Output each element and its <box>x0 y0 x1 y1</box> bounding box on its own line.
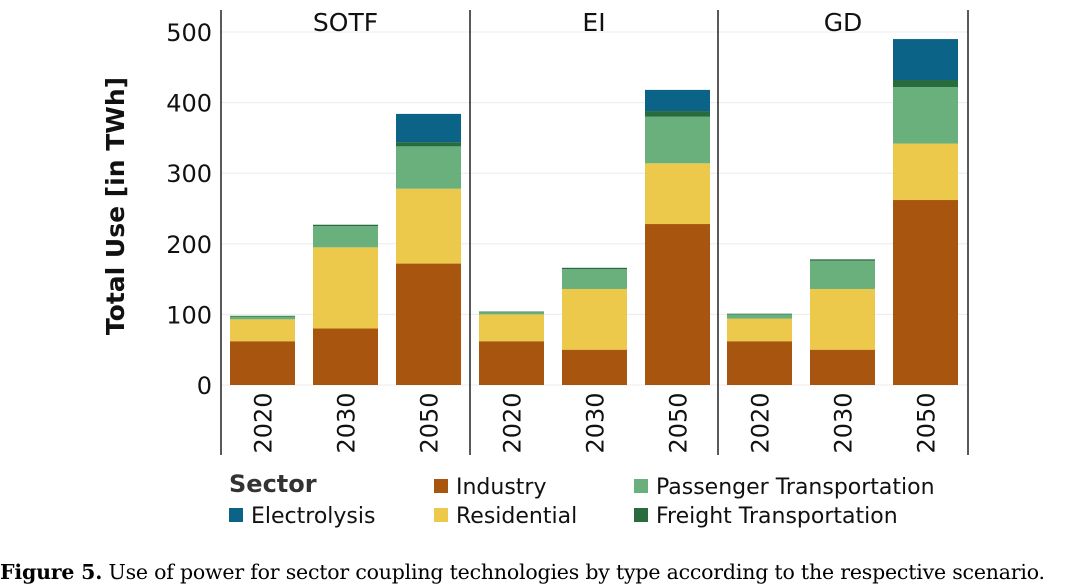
bar-ei-2020-residential <box>479 314 544 342</box>
x-tick-label: 2030 <box>582 392 610 453</box>
x-tick-label: 2020 <box>499 392 527 453</box>
bar-sotf-2030-residential <box>313 247 378 329</box>
bar-gd-2050-freight-transportation <box>893 80 958 88</box>
bar-sotf-2020-industry <box>230 341 295 385</box>
bar-ei-2050-industry <box>645 224 710 385</box>
y-tick-label: 500 <box>166 19 212 47</box>
x-tick-label: 2050 <box>665 392 693 453</box>
x-tick-label: 2020 <box>250 392 278 453</box>
bar-sotf-2050-electrolysis <box>396 113 461 143</box>
bar-gd-2020-freight-transportation <box>727 313 792 315</box>
bar-gd-2050-electrolysis <box>893 39 958 81</box>
bar-ei-2050-freight-transportation <box>645 111 710 117</box>
bar-sotf-2030-industry <box>313 328 378 385</box>
bar-ei-2020-freight-transportation <box>479 311 544 313</box>
bar-gd-2030-freight-transportation <box>810 259 875 261</box>
x-tick-label: 2050 <box>913 392 941 453</box>
bar-sotf-2050-residential <box>396 188 461 264</box>
legend-title: Sector <box>229 470 317 498</box>
y-tick-label: 400 <box>166 90 212 118</box>
legend-swatch-residential <box>434 508 448 522</box>
legend-label-passenger-transportation: Passenger Transportation <box>656 475 935 500</box>
panel-title-ei: EI <box>582 8 605 37</box>
x-tick-label: 2050 <box>416 392 444 453</box>
bar-sotf-2050-industry <box>396 263 461 385</box>
bar-sotf-2050-passenger-transportation <box>396 146 461 189</box>
figure-caption: Figure 5. Use of power for sector coupli… <box>0 560 1065 584</box>
y-tick-label: 100 <box>166 301 212 329</box>
bar-gd-2030-passenger-transportation <box>810 260 875 289</box>
y-tick-label: 0 <box>197 372 212 400</box>
legend-label-electrolysis: Electrolysis <box>251 504 375 529</box>
bar-ei-2030-industry <box>562 349 627 385</box>
caption-text: Use of power for sector coupling technol… <box>108 560 1046 584</box>
bar-ei-2020-passenger-transportation <box>479 312 544 315</box>
legend-swatch-freight-transportation <box>634 508 648 522</box>
legend-swatch-passenger-transportation <box>634 479 648 493</box>
bar-gd-2020-residential <box>727 318 792 342</box>
bar-ei-2050-electrolysis <box>645 89 710 112</box>
x-tick-label: 2030 <box>333 392 361 453</box>
legend-label-freight-transportation: Freight Transportation <box>656 504 898 529</box>
bar-gd-2030-industry <box>810 349 875 385</box>
y-axis-title: Total Use [in TWh] <box>101 77 130 335</box>
y-tick-label: 200 <box>166 231 212 259</box>
caption-label: Figure 5. <box>0 560 103 584</box>
bar-gd-2020-industry <box>727 341 792 385</box>
bar-ei-2030-residential <box>562 288 627 350</box>
legend-label-industry: Industry <box>456 475 547 500</box>
bar-gd-2050-residential <box>893 143 958 201</box>
panel-title-gd: GD <box>824 8 863 37</box>
bar-sotf-2020-residential <box>230 319 295 342</box>
x-tick-label: 2020 <box>747 392 775 453</box>
bar-ei-2050-passenger-transportation <box>645 116 710 164</box>
bar-gd-2030-residential <box>810 288 875 350</box>
legend-swatch-electrolysis <box>229 508 243 522</box>
bar-ei-2020-industry <box>479 341 544 385</box>
bar-sotf-2050-freight-transportation <box>396 142 461 147</box>
x-tick-label: 2030 <box>830 392 858 453</box>
bar-gd-2020-passenger-transportation <box>727 314 792 319</box>
bar-gd-2050-industry <box>893 200 958 385</box>
legend-swatch-industry <box>434 479 448 493</box>
legend-label-residential: Residential <box>456 504 577 529</box>
bar-ei-2030-passenger-transportation <box>562 269 627 289</box>
bar-sotf-2020-passenger-transportation <box>230 316 295 320</box>
bar-gd-2050-passenger-transportation <box>893 87 958 144</box>
panel-title-sotf: SOTF <box>313 8 378 37</box>
bar-sotf-2030-passenger-transportation <box>313 226 378 248</box>
bar-sotf-2030-freight-transportation <box>313 224 378 227</box>
bar-sotf-2020-freight-transportation <box>230 315 295 317</box>
bar-ei-2050-residential <box>645 163 710 225</box>
y-tick-label: 300 <box>166 160 212 188</box>
bar-ei-2030-freight-transportation <box>562 267 627 270</box>
